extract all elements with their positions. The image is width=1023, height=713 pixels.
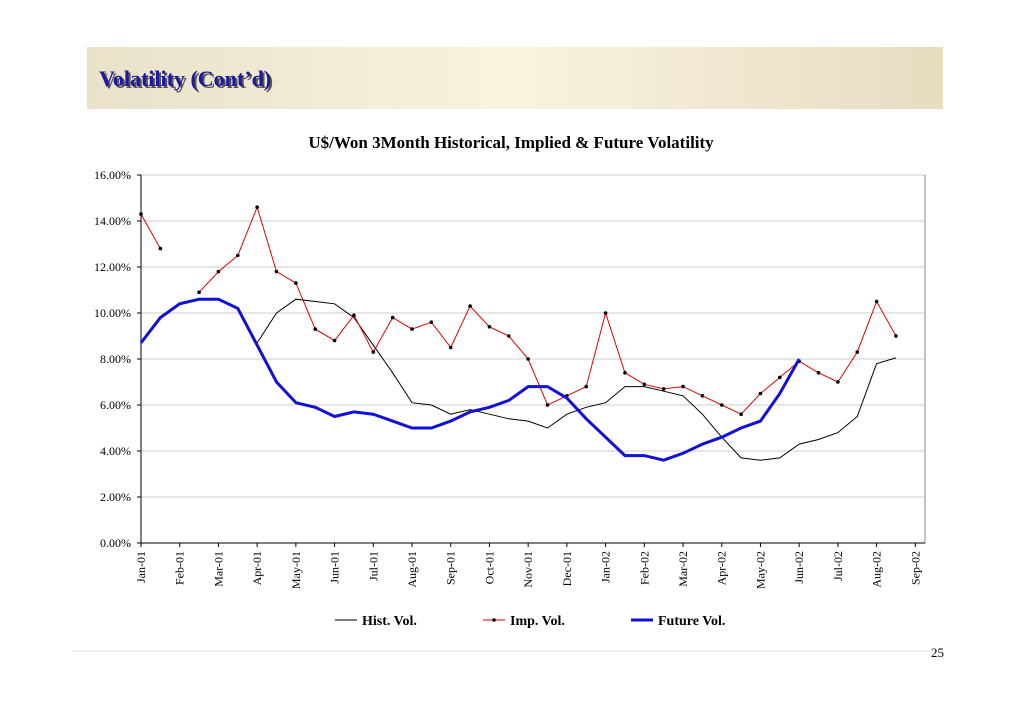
point-marker [739, 412, 743, 417]
x-tick-label: Apr-01 [250, 551, 264, 585]
point-marker [487, 325, 492, 329]
point-marker [894, 334, 898, 338]
x-tick-label: Jul-02 [831, 551, 845, 581]
series-line [140, 213, 161, 249]
x-tick-label: May-02 [753, 551, 767, 589]
x-tick-label: Jul-01 [366, 551, 380, 581]
y-tick-label: 12.00% [94, 260, 131, 274]
series-line [139, 297, 801, 462]
y-tick-label: 10.00% [94, 306, 131, 320]
point-marker [778, 375, 782, 380]
x-tick-label: Nov-01 [521, 551, 535, 588]
y-tick-label: 16.00% [94, 168, 131, 182]
point-marker [352, 313, 356, 318]
x-tick-label: Feb-02 [637, 551, 651, 585]
point-marker [429, 320, 434, 325]
x-tick-label: Feb-01 [173, 551, 187, 585]
x-tick-label: Mar-02 [676, 551, 690, 587]
point-marker [294, 281, 298, 285]
y-tick-label: 4.00% [100, 444, 131, 458]
x-tick-label: Sep-02 [908, 551, 922, 585]
y-tick-label: 14.00% [94, 214, 131, 228]
plot: 0.00% 2.00% 4.00% 6.00% 8.00% 10.00% 12.00% 14.… [94, 168, 926, 629]
series-line [256, 298, 897, 461]
point-marker [642, 382, 647, 387]
legend-label: Future Vol. [658, 614, 725, 629]
point-marker [197, 290, 201, 295]
slide-title: Volatility (Cont’d) [99, 66, 271, 91]
point-marker [313, 327, 318, 331]
x-tick-label: May-01 [289, 551, 303, 589]
point-marker [681, 384, 685, 389]
point-marker [855, 350, 860, 354]
y-tick-label: 6.00% [100, 398, 131, 412]
x-tick-label: Jan-01 [134, 551, 148, 583]
point-marker [332, 338, 337, 343]
point-marker [255, 205, 259, 209]
point-marker [235, 253, 240, 258]
point-marker [468, 304, 472, 308]
legend-label: Imp. Vol. [510, 614, 565, 629]
point-marker [603, 311, 608, 315]
x-tick-label: Oct-01 [482, 551, 496, 584]
page-number: 25 [931, 645, 944, 660]
x-tick-label: Jan-02 [599, 551, 613, 583]
legend-label: Hist. Vol. [362, 614, 417, 629]
point-marker [836, 380, 840, 384]
point-marker [507, 334, 511, 338]
point-marker [371, 350, 376, 354]
point-marker [700, 394, 705, 398]
x-tick-label: Jun-01 [328, 551, 342, 584]
point-marker [874, 299, 879, 304]
point-marker [526, 357, 530, 361]
x-tick-label: Jun-02 [792, 551, 806, 584]
point-marker [448, 345, 453, 350]
legend-marker [492, 618, 496, 622]
x-tick-label: Apr-02 [715, 551, 729, 585]
point-marker [623, 371, 627, 375]
x-tick-label: Dec-01 [560, 551, 574, 586]
x-tick-label: Aug-02 [870, 551, 884, 588]
point-marker [216, 269, 221, 274]
y-tick-label: 8.00% [100, 352, 131, 366]
point-marker [545, 403, 550, 407]
header-band [87, 47, 943, 109]
y-tick-label: 2.00% [100, 490, 131, 504]
x-tick-label: Mar-01 [211, 551, 225, 587]
slide-title-shadow: Volatility (Cont’d) [101, 68, 273, 93]
x-tick-label: Sep-01 [444, 551, 458, 585]
x-tick-label: Aug-01 [405, 551, 419, 588]
point-marker [719, 403, 724, 407]
y-tick-label: 0.00% [100, 536, 131, 550]
point-marker [139, 212, 143, 216]
point-marker [158, 246, 163, 251]
point-marker [584, 384, 589, 389]
point-marker [274, 269, 279, 274]
point-marker [390, 315, 395, 320]
point-marker [758, 391, 763, 396]
point-marker [816, 371, 821, 375]
point-marker [661, 387, 666, 391]
chart-title: U$/Won 3Month Historical, Implied & Futu… [308, 133, 714, 152]
point-marker [410, 327, 414, 331]
